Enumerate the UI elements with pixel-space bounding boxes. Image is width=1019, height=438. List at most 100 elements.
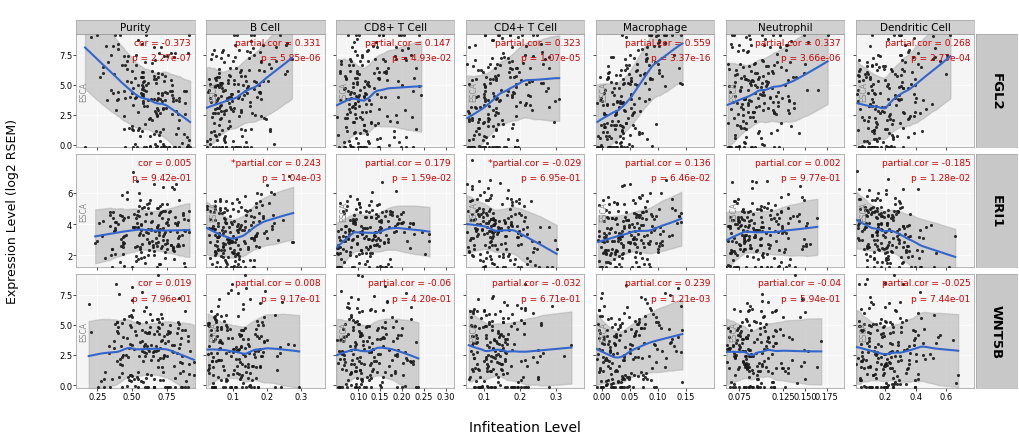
Point <box>615 225 632 232</box>
Point <box>142 143 158 150</box>
Point <box>502 219 519 226</box>
Point <box>268 58 284 65</box>
Point <box>129 37 146 44</box>
Point <box>404 144 420 151</box>
Point <box>877 356 894 363</box>
Point <box>849 88 865 95</box>
Point <box>855 138 871 145</box>
Point <box>238 48 255 55</box>
Point <box>360 58 376 65</box>
Point <box>165 247 181 254</box>
Point <box>378 68 394 75</box>
Point <box>597 247 613 254</box>
Text: p = 6.46e-02: p = 6.46e-02 <box>651 174 710 183</box>
Point <box>589 100 605 107</box>
Point <box>754 249 770 256</box>
Point <box>728 123 744 130</box>
Point <box>138 318 154 325</box>
Point <box>352 130 368 137</box>
Point <box>237 194 254 201</box>
Point <box>879 144 896 151</box>
Point <box>475 307 491 314</box>
Point <box>517 357 533 364</box>
Point <box>734 208 750 215</box>
Point <box>767 111 784 118</box>
Point <box>352 58 368 65</box>
Point <box>228 264 245 271</box>
Point <box>730 346 746 353</box>
Point <box>468 339 484 346</box>
Point <box>137 78 153 85</box>
Point <box>882 248 899 255</box>
Point <box>860 220 876 227</box>
Point <box>877 83 894 90</box>
Point <box>483 216 499 223</box>
Point <box>148 342 164 349</box>
Point <box>336 210 353 217</box>
Point <box>864 100 880 107</box>
Text: ESCA: ESCA <box>209 321 218 341</box>
Point <box>867 229 883 236</box>
Point <box>208 319 224 326</box>
Point <box>475 189 491 196</box>
Point <box>609 326 626 333</box>
Point <box>773 364 790 371</box>
Point <box>230 312 247 319</box>
Point <box>135 357 151 364</box>
Point <box>880 260 897 267</box>
Point <box>736 238 752 245</box>
Point <box>380 65 396 72</box>
Point <box>483 38 499 45</box>
Point <box>205 111 221 118</box>
Point <box>496 357 513 364</box>
Point <box>862 384 878 391</box>
Point <box>911 110 927 117</box>
Point <box>483 357 499 364</box>
Point <box>140 384 156 391</box>
Point <box>354 62 370 69</box>
Point <box>755 42 771 49</box>
Point <box>851 144 867 151</box>
Point <box>752 235 768 242</box>
Point <box>867 136 883 143</box>
Point <box>818 32 835 39</box>
Point <box>106 72 122 79</box>
Point <box>201 365 217 372</box>
Point <box>598 102 614 109</box>
Point <box>152 377 168 384</box>
Point <box>888 208 904 215</box>
Point <box>917 224 933 231</box>
Point <box>865 144 881 151</box>
Point <box>470 231 486 238</box>
Point <box>498 301 515 308</box>
Point <box>169 329 185 336</box>
Point <box>212 116 228 123</box>
Point <box>914 352 930 359</box>
Point <box>148 76 164 83</box>
Point <box>757 321 773 328</box>
Point <box>765 215 782 223</box>
Point <box>507 81 524 88</box>
Point <box>127 95 144 102</box>
Point <box>120 214 137 221</box>
Point <box>868 138 884 145</box>
Point <box>490 218 506 225</box>
Point <box>621 240 637 247</box>
Point <box>216 215 232 222</box>
Point <box>595 230 611 237</box>
Point <box>849 355 865 362</box>
Point <box>868 194 884 201</box>
Point <box>886 201 902 208</box>
Point <box>246 383 262 390</box>
Point <box>255 349 271 356</box>
Point <box>596 124 612 131</box>
Point <box>593 347 609 354</box>
Point <box>872 331 889 338</box>
Point <box>884 235 901 242</box>
Point <box>133 82 150 89</box>
Point <box>752 242 768 249</box>
Point <box>372 351 388 358</box>
Point <box>461 237 477 244</box>
Point <box>336 144 353 151</box>
Point <box>272 343 288 350</box>
